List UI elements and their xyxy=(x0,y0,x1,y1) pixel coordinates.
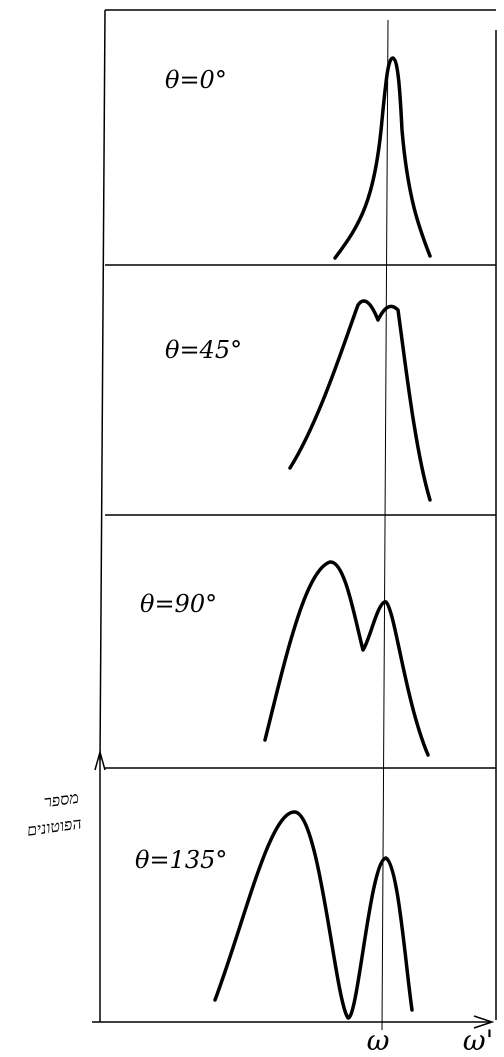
omega-marker: ω xyxy=(367,1024,390,1057)
y-axis-label: הפוטונים xyxy=(26,813,83,839)
panel-border xyxy=(99,9,106,761)
spectrum-curve xyxy=(288,299,432,502)
omega-line xyxy=(381,19,389,1031)
y-axis-label: מספר xyxy=(43,788,80,812)
y-axis-arrow xyxy=(94,749,106,771)
spectrum-curve xyxy=(333,56,432,260)
panel-label: θ=45° xyxy=(165,336,242,364)
panel-label: θ=90° xyxy=(140,590,217,618)
x-axis-arrow xyxy=(473,1015,495,1029)
panel-label: θ=135° xyxy=(135,846,227,874)
spectrum-curve xyxy=(213,810,414,1020)
x-axis-label: ω' xyxy=(463,1024,494,1057)
spectrum-curve xyxy=(263,560,430,757)
panel-label: θ=0° xyxy=(165,66,227,94)
